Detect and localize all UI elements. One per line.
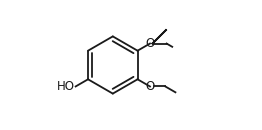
Text: HO: HO [57,80,75,93]
Text: O: O [145,37,155,50]
Text: O: O [145,80,155,93]
